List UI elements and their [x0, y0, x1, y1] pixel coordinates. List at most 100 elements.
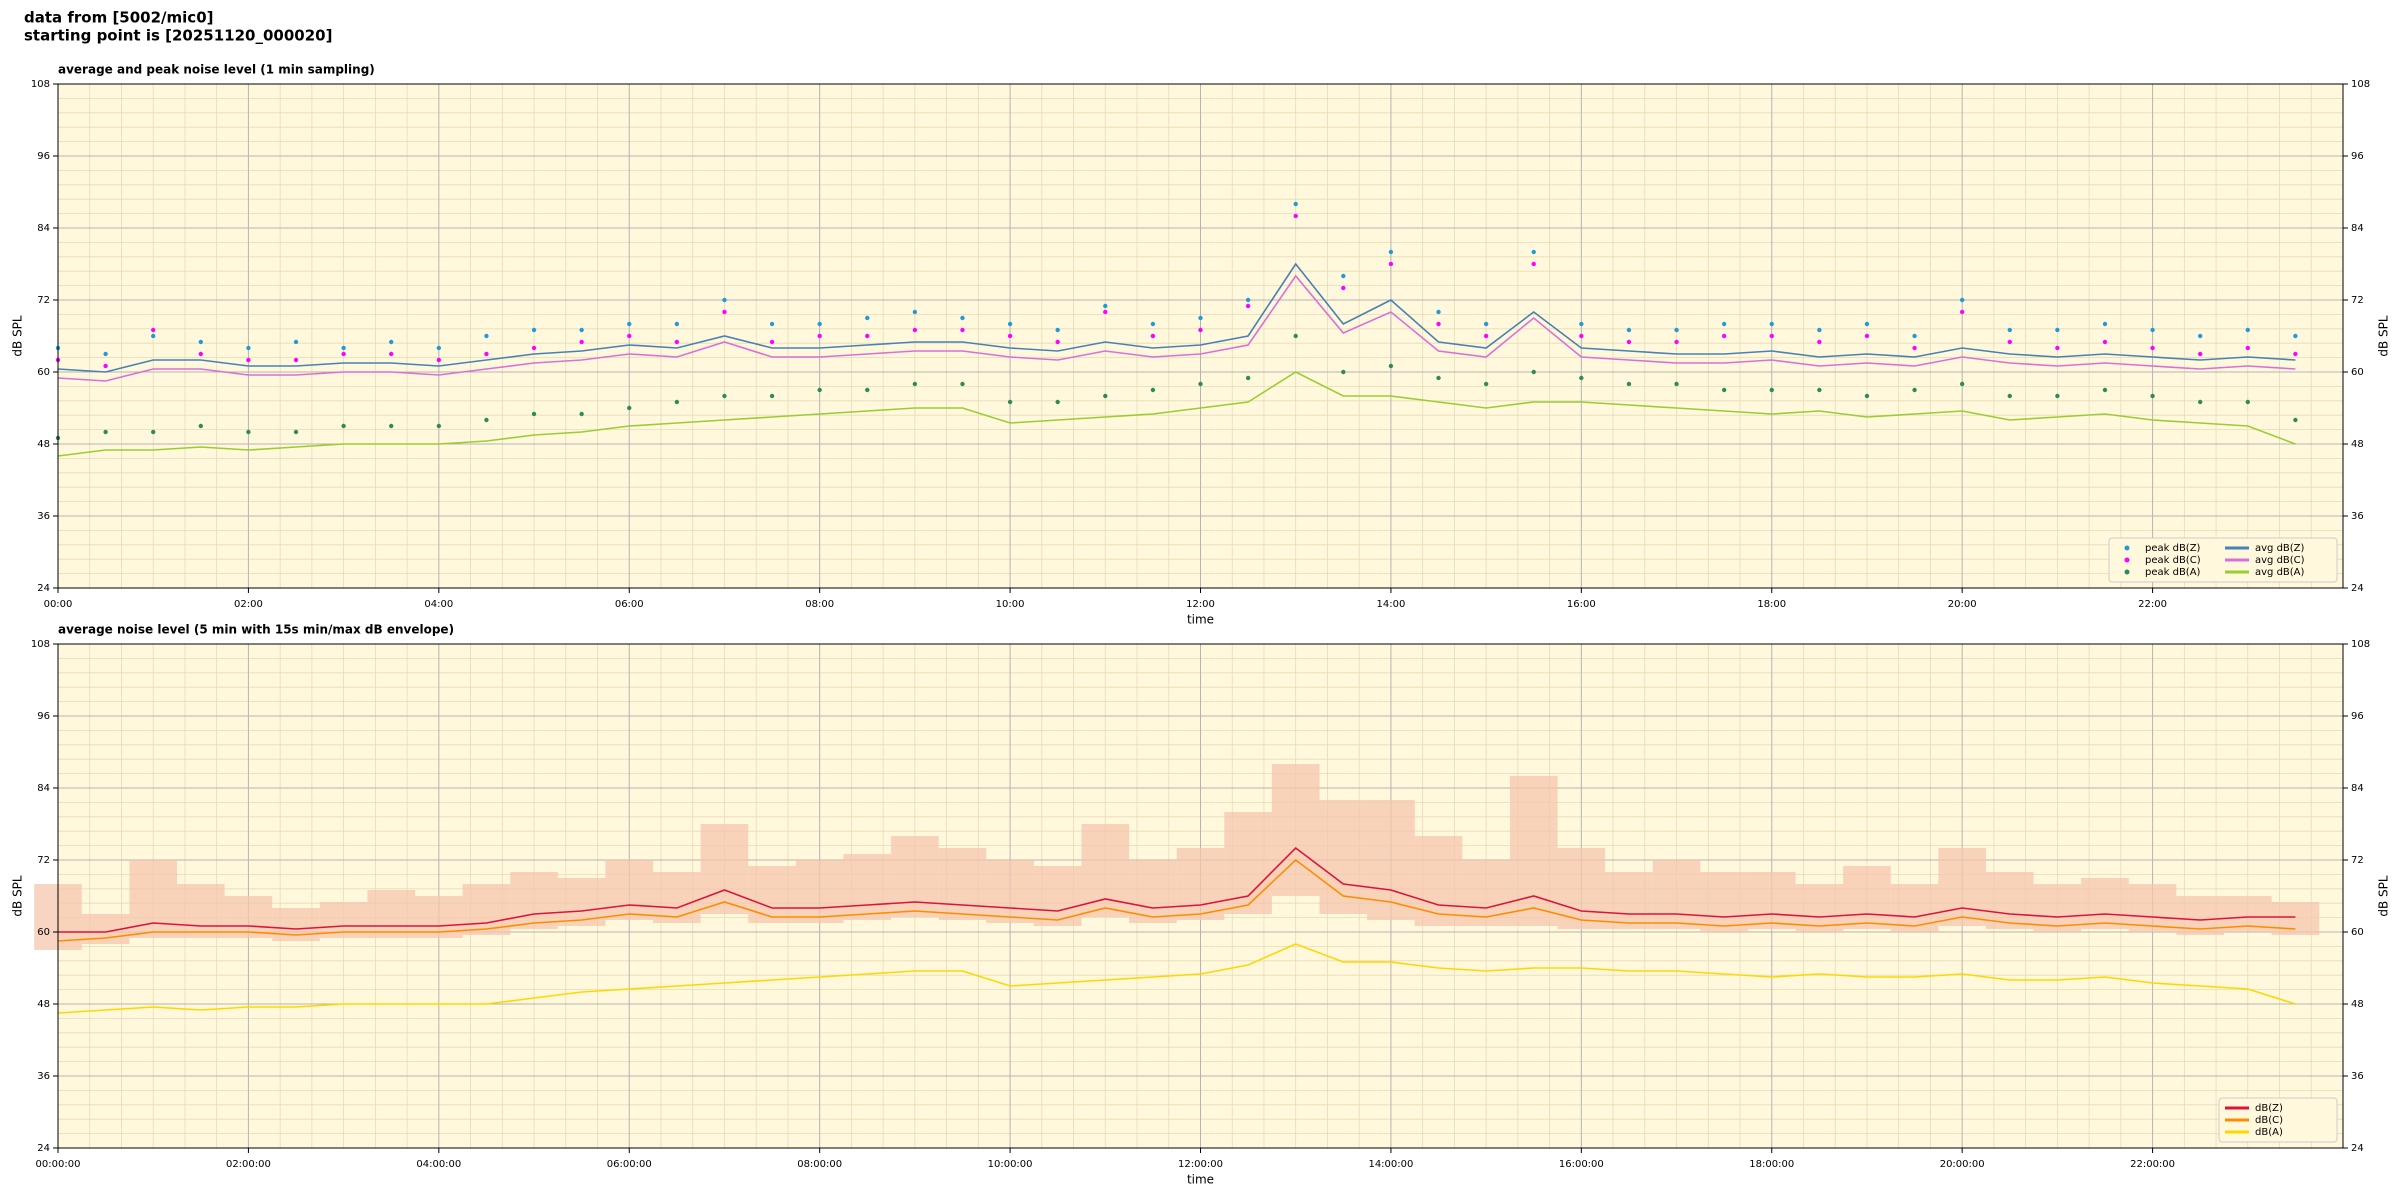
peak-point [1769, 321, 1774, 327]
peak-point [2245, 327, 2250, 333]
envelope-band [1414, 836, 1463, 926]
envelope-band [1652, 860, 1701, 929]
envelope-band [224, 896, 273, 938]
x-tick-label: 16:00:00 [1559, 1159, 1604, 1170]
y-axis-label: dB SPL [11, 315, 25, 357]
peak-point [2150, 393, 2155, 399]
legend-label: peak dB(C) [2145, 555, 2201, 566]
peak-point [1579, 321, 1584, 327]
y-tick-label: 108 [2351, 79, 2370, 90]
envelope-band [1938, 848, 1986, 926]
peak-point [769, 339, 775, 345]
peak-point [1912, 333, 1917, 339]
peak-point [2102, 387, 2108, 393]
x-axis-label: time [1187, 613, 1214, 627]
envelope-band [272, 908, 320, 941]
x-tick-label: 16:00 [1567, 599, 1596, 610]
peak-point [389, 351, 394, 357]
peak-point [1959, 381, 1965, 387]
peak-point [246, 429, 251, 435]
peak-point [1626, 327, 1632, 333]
series-line [57, 943, 2296, 1014]
peak-point [912, 309, 918, 315]
peak-point [1293, 333, 1298, 339]
peak-point [1864, 393, 1870, 399]
y-tick-label: 72 [2351, 855, 2364, 866]
x-tick-label: 12:00:00 [1178, 1159, 1223, 1170]
x-tick-label: 04:00 [424, 599, 453, 610]
peak-point [2197, 399, 2203, 405]
x-tick-label: 20:00:00 [1940, 1159, 1985, 1170]
legend-label: peak dB(Z) [2145, 543, 2201, 554]
x-tick-label: 06:00:00 [607, 1159, 652, 1170]
peak-point [1769, 333, 1774, 339]
peak-point [1436, 309, 1441, 315]
x-tick-label: 00:00 [44, 599, 73, 610]
peak-point [1483, 333, 1489, 339]
x-tick-label: 14:00:00 [1368, 1159, 1413, 1170]
x-tick-label: 22:00:00 [2130, 1159, 2175, 1170]
x-tick-label: 20:00 [1948, 599, 1977, 610]
envelope-band [1843, 866, 1891, 929]
peak-point [817, 387, 822, 393]
envelope-band [795, 860, 844, 923]
envelope-band [700, 824, 749, 914]
peak-point [198, 423, 204, 429]
peak-point [2055, 327, 2060, 333]
peak-point [151, 429, 156, 435]
y-tick-label: 96 [2351, 151, 2364, 162]
peak-point [865, 387, 870, 393]
envelope-band [2271, 902, 2320, 935]
envelope-band [891, 836, 939, 917]
y-tick-label: 36 [2351, 1071, 2364, 1082]
peak-point [769, 321, 775, 327]
peak-point [1721, 321, 1727, 327]
peak-point [1912, 345, 1917, 351]
peak-point [1436, 375, 1441, 381]
peak-point [1198, 381, 1203, 387]
peak-point [1293, 201, 1298, 207]
peak-point [1341, 369, 1346, 375]
peak-point [1674, 381, 1679, 387]
y-tick-label: 96 [37, 711, 50, 722]
y-tick-label: 108 [31, 79, 50, 90]
peak-point [865, 315, 870, 321]
y-tick-label: 48 [37, 439, 50, 450]
envelope-band [1890, 884, 1939, 932]
plot-frame [57, 643, 2344, 1149]
y-tick-label: 60 [37, 927, 50, 938]
peak-point [1483, 381, 1489, 387]
legend-label: peak dB(A) [2145, 567, 2201, 578]
peak-point [103, 363, 108, 369]
envelope-band [1557, 848, 1606, 929]
x-tick-label: 00:00:00 [36, 1159, 81, 1170]
peak-point [1150, 321, 1156, 327]
peak-point [198, 351, 204, 357]
peak-point [2055, 345, 2060, 351]
y-tick-label: 24 [37, 1143, 50, 1154]
x-tick-label: 14:00 [1377, 599, 1406, 610]
peak-point [1103, 303, 1108, 309]
header-line: data from [5002/mic0] [24, 9, 214, 27]
y-tick-label: 60 [2351, 367, 2364, 378]
peak-point [1531, 249, 1536, 255]
peak-point [2055, 393, 2060, 399]
peak-point [151, 333, 156, 339]
legend-box [2108, 537, 2338, 583]
x-tick-label: 08:00 [805, 599, 834, 610]
peak-point [2102, 321, 2108, 327]
peak-point [436, 423, 442, 429]
y-tick-label: 36 [37, 511, 50, 522]
peak-point [293, 429, 299, 435]
legend-label: avg dB(A) [2255, 567, 2305, 578]
peak-point [1579, 333, 1584, 339]
legend-marker [2124, 557, 2130, 563]
peak-point [484, 333, 489, 339]
peak-point [2007, 339, 2012, 345]
envelope-band [1985, 872, 2034, 929]
envelope-band [748, 866, 796, 923]
peak-point [627, 321, 632, 327]
series-line [57, 262, 2296, 373]
peak-point [2150, 327, 2155, 333]
peak-point [674, 399, 680, 405]
